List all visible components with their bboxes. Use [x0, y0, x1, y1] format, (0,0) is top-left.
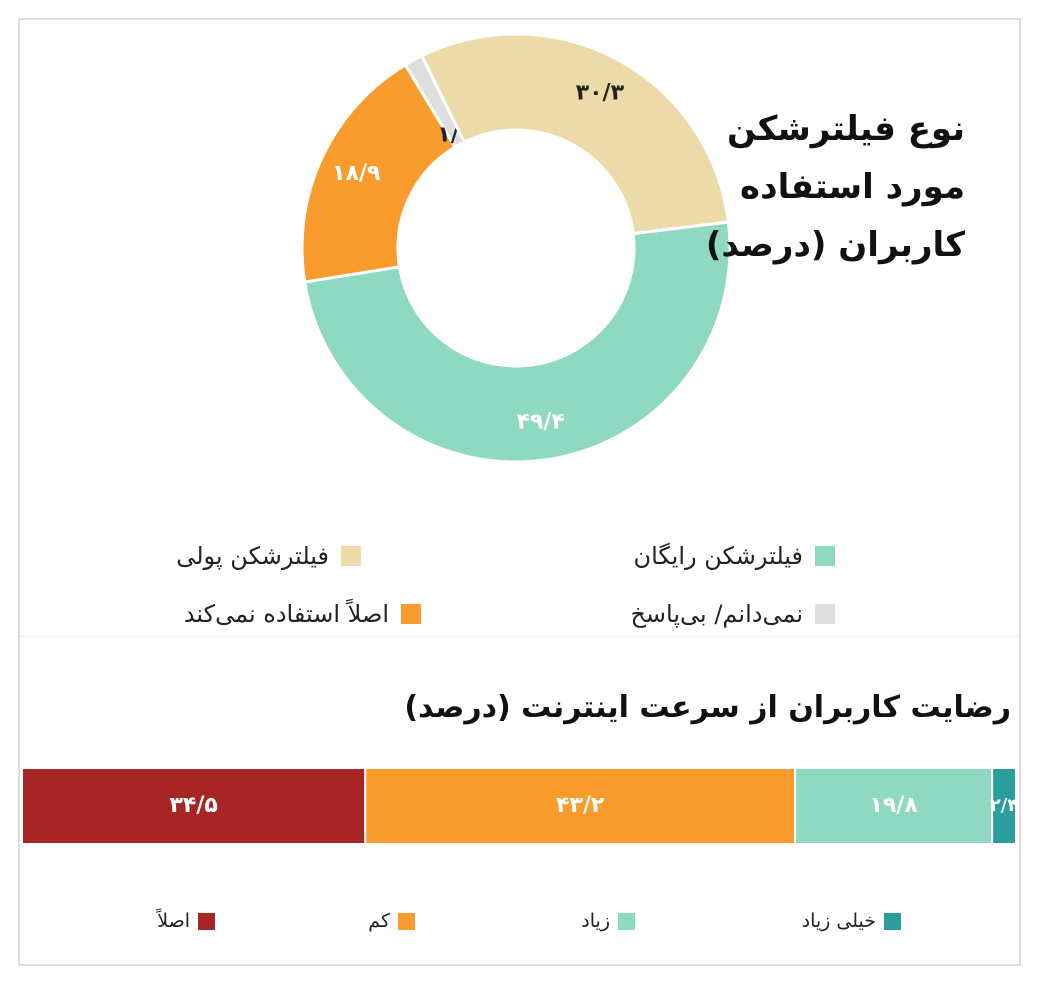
legend-swatch [341, 546, 361, 566]
legend-swatch [398, 912, 415, 930]
section-divider [20, 636, 1019, 637]
donut-title-line-2: مورد استفاده [740, 167, 965, 207]
donut-title-line-1: نوع فیلترشکن [727, 109, 965, 149]
legend-swatch [815, 604, 835, 624]
donut-slice-label-1: ۱۸/۹ [332, 161, 380, 186]
bar-legend-very-high: خیلی زیاد [802, 910, 901, 932]
bar-segment-0 [21, 767, 367, 845]
donut-slice-label-3: ۳۰/۳ [576, 80, 625, 105]
donut-title: نوع فیلترشکن مورد استفاده کاربران (درصد) [665, 100, 965, 274]
legend-label: کم [368, 910, 390, 932]
bar-segment-1 [364, 767, 797, 845]
bar-segment-3 [991, 767, 1017, 845]
donut-slice-0 [303, 220, 732, 464]
bar-segment-label-2: ۱۹/۸ [869, 793, 918, 818]
legend-swatch [401, 604, 421, 624]
legend-label: زیاد [581, 910, 610, 932]
donut-slice-label-0: ۴۹/۴ [517, 409, 565, 434]
legend-label: فیلترشکن پولی [176, 542, 329, 570]
legend-label: نمی‌دانم/ بی‌پاسخ [630, 600, 803, 628]
donut-title-line-3: کاربران (درصد) [705, 225, 965, 265]
stacked-bar-chart: ۳۴/۵ ۴۳/۲ ۱۹/۸ ۲/۴ [21, 767, 1019, 845]
donut-legend-free: فیلترشکن رایگان [633, 542, 835, 570]
legend-label: فیلترشکن رایگان [633, 542, 803, 570]
donut-legend-unknown: نمی‌دانم/ بی‌پاسخ [630, 600, 835, 628]
legend-swatch [815, 546, 835, 566]
bar-legend-low: کم [368, 910, 415, 932]
legend-swatch [884, 912, 901, 930]
donut-slice-3 [419, 32, 731, 236]
bar-chart-title: رضایت کاربران از سرعت اینترنت (درصد) [404, 690, 1011, 725]
donut-slice-1 [300, 62, 458, 284]
donut-chart: ۴۹/۴۱۸/۹۱/۴۳۰/۳ [300, 32, 732, 464]
legend-swatch [618, 912, 635, 930]
donut-legend-none: اصلاً استفاده نمی‌کند [184, 600, 421, 628]
legend-swatch [198, 912, 215, 930]
bar-legend-high: زیاد [581, 910, 635, 932]
bar-segment-label-0: ۳۴/۵ [169, 793, 217, 818]
legend-label: اصلاً [157, 910, 190, 932]
legend-label: خیلی زیاد [801, 910, 876, 932]
bar-legend-not-at-all: اصلاً [157, 910, 215, 932]
legend-label: اصلاً استفاده نمی‌کند [183, 600, 389, 628]
donut-legend-paid: فیلترشکن پولی [176, 542, 361, 570]
bar-segment-label-3: ۲/۴ [990, 795, 1019, 816]
bar-segment-label-1: ۴۳/۲ [556, 793, 605, 818]
